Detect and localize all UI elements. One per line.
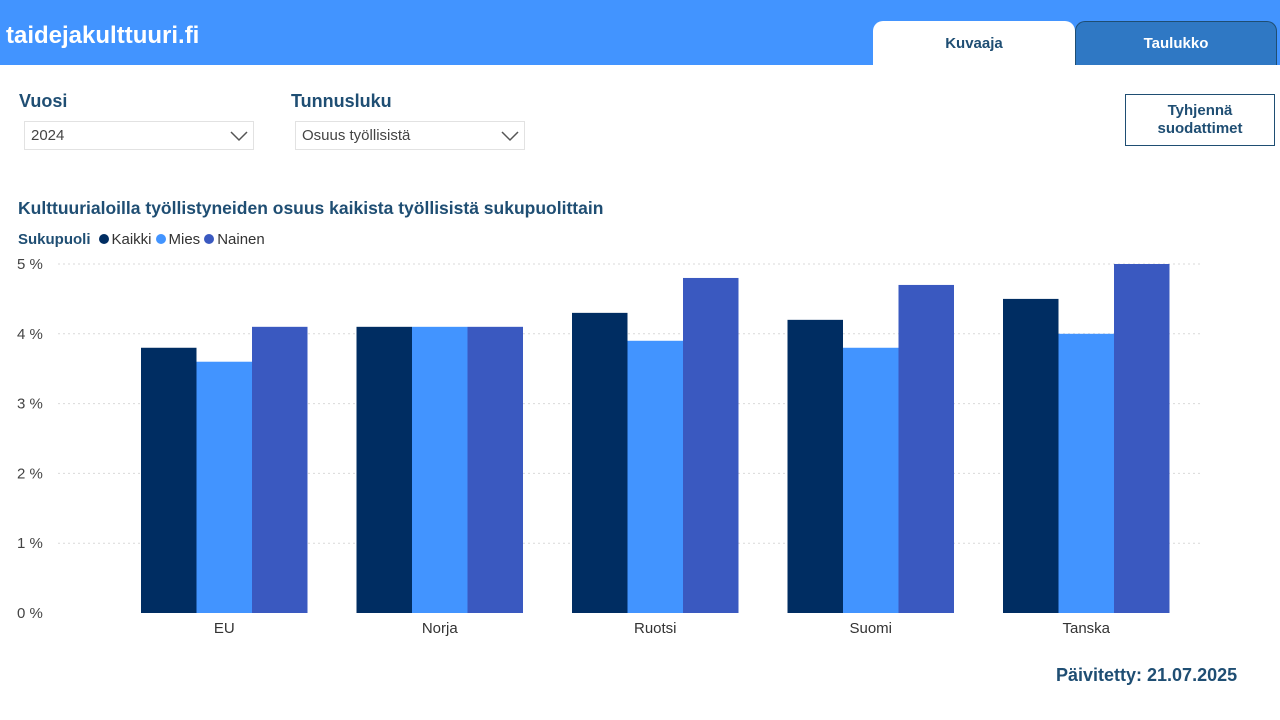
legend-dot-kaikki [98, 234, 109, 244]
legend-label-kaikki: Kaikki [111, 230, 152, 248]
y-tick-label: 0 % [17, 605, 43, 622]
legend-dot-mies [155, 234, 166, 244]
x-tick-label: Suomi [849, 620, 892, 637]
bar-chart: 0 % 1 % 2 % 3 % 4 % 5 % EU Norja Ruotsi Suomi Tans… [17, 256, 1200, 637]
legend-dot-nainen [204, 234, 215, 244]
chevron-down-icon [230, 131, 248, 142]
tab-taulukko[interactable]: Taulukko [1075, 21, 1277, 65]
bar-nainen-norja[interactable] [467, 326, 524, 613]
site-title[interactable]: taidejakulttuuri.fi [6, 22, 200, 49]
legend-item-nainen[interactable]: Nainen [204, 231, 265, 248]
year-dropdown[interactable]: 2024 [24, 121, 254, 150]
year-filter-label: Vuosi [19, 91, 68, 111]
x-tick-label: EU [214, 620, 235, 637]
bar-kaikki-norja[interactable] [356, 326, 413, 613]
x-tick-label: Tanska [1062, 620, 1110, 637]
bar-kaikki-suomi[interactable] [787, 319, 844, 613]
x-tick-label: Norja [422, 620, 459, 637]
legend-label-mies: Mies [168, 230, 201, 248]
x-tick-label: Ruotsi [634, 620, 677, 637]
bar-mies-norja[interactable] [412, 326, 468, 613]
bar-kaikki-ruotsi[interactable] [572, 312, 628, 613]
bar-mies-suomi[interactable] [843, 347, 899, 613]
updated-date: Päivitetty: 21.07.2025 [1056, 665, 1238, 685]
bar-nainen-tanska[interactable] [1114, 264, 1170, 613]
metric-filter-label: Tunnusluku [291, 91, 392, 111]
y-tick-label: 4 % [17, 326, 43, 343]
chart-legend: Sukupuoli Kaikki Mies Nainen [18, 230, 269, 248]
y-tick-label: 5 % [17, 256, 43, 273]
y-tick-label: 2 % [17, 465, 43, 482]
legend-title: Sukupuoli [18, 230, 91, 248]
metric-dropdown-value: Osuus työllisistä [302, 127, 411, 144]
bar-kaikki-tanska[interactable] [1003, 298, 1059, 613]
y-tick-label: 1 % [17, 535, 43, 552]
chart-title: Kulttuurialoilla työllistyneiden osuus k… [18, 198, 604, 218]
metric-dropdown[interactable]: Osuus työllisistä [295, 121, 525, 150]
y-tick-label: 3 % [17, 396, 43, 413]
tab-kuvaaja[interactable]: Kuvaaja [873, 21, 1075, 65]
bar-nainen-ruotsi[interactable] [683, 277, 739, 613]
bar-kaikki-eu[interactable] [141, 347, 197, 613]
bar-mies-ruotsi[interactable] [627, 340, 684, 613]
bar-mies-tanska[interactable] [1058, 333, 1115, 613]
legend-item-mies[interactable]: Mies [155, 230, 201, 248]
chevron-down-icon [501, 131, 519, 142]
legend-item-kaikki[interactable]: Kaikki [98, 230, 152, 248]
bar-nainen-eu[interactable] [252, 326, 308, 613]
bar-mies-eu[interactable] [196, 361, 253, 613]
clear-filters-button[interactable]: Tyhjennä suodattimet [1125, 94, 1275, 146]
bar-nainen-suomi[interactable] [898, 284, 955, 613]
legend-label-nainen: Nainen [217, 230, 265, 248]
year-dropdown-value: 2024 [31, 127, 65, 144]
